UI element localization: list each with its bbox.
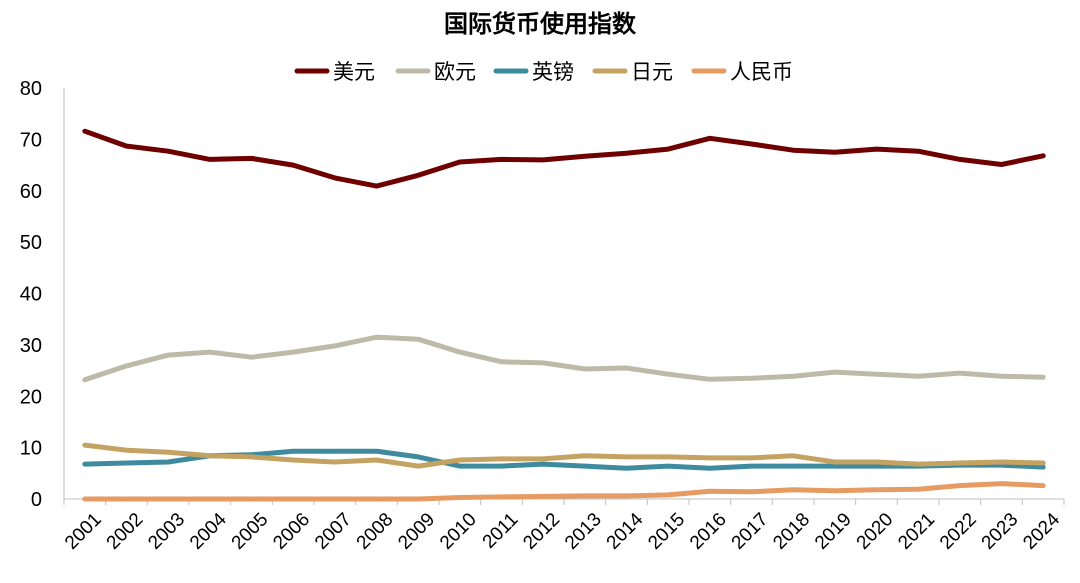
x-tick-label: 2005: [228, 509, 273, 554]
y-tick-label: 30: [20, 335, 42, 357]
x-tick-label: 2011: [479, 509, 523, 553]
x-tick-label: 2019: [811, 509, 856, 554]
x-tick-label: 2012: [519, 509, 564, 554]
x-tick-label: 2018: [769, 509, 814, 554]
y-tick-label: 10: [20, 438, 42, 460]
y-tick-label: 40: [20, 284, 42, 306]
legend-label: 美元: [333, 61, 375, 84]
legend: 美元 欧元 英镑 日元 人民币: [294, 61, 793, 84]
x-tick-label: 2013: [561, 509, 606, 554]
x-tick-label: 2024: [1019, 509, 1064, 554]
y-tick-label: 60: [20, 181, 42, 203]
x-tick-label: 2010: [436, 509, 481, 554]
legend-item: 人民币: [691, 61, 793, 84]
legend-item: 英镑: [493, 61, 574, 84]
chart-title: 国际货币使用指数: [444, 10, 637, 38]
legend-label: 日元: [631, 61, 673, 84]
x-tick-label: 2006: [269, 509, 314, 554]
x-tick-label: 2016: [686, 509, 731, 554]
x-tick-label: 2023: [978, 509, 1023, 554]
x-tick-label: 2003: [144, 509, 189, 554]
legend-item: 美元: [294, 61, 375, 84]
x-tick-label: 2022: [936, 509, 981, 554]
x-tick-label: 2015: [644, 509, 689, 554]
series-line-1: [82, 334, 1046, 383]
legend-label: 英镑: [532, 61, 574, 84]
legend-item: 欧元: [395, 61, 476, 84]
x-tick-label: 2017: [728, 509, 773, 554]
legend-label: 欧元: [434, 61, 476, 84]
y-tick-label: 0: [31, 489, 42, 511]
legend-item: 日元: [592, 61, 673, 84]
y-tick-label: 20: [20, 386, 42, 408]
x-tick-label: 2001: [61, 509, 106, 554]
y-tick-label: 80: [20, 78, 42, 100]
series-line-4: [82, 481, 1046, 502]
y-tick-label: 50: [20, 232, 42, 254]
series-line-0: [82, 128, 1046, 189]
x-tick-label: 2009: [394, 509, 439, 554]
x-tick-label: 2008: [353, 509, 398, 554]
x-tick-label: 2002: [103, 509, 148, 554]
x-tick-label: 2021: [894, 509, 939, 554]
legend-label: 人民币: [730, 61, 793, 84]
x-tick-label: 2004: [186, 509, 231, 554]
x-tick-label: 2007: [311, 509, 356, 554]
series-lines: [82, 128, 1046, 502]
x-tick-label: 2020: [853, 509, 898, 554]
series-line-3: [82, 442, 1046, 469]
y-tick-label: 70: [20, 129, 42, 151]
x-tick-label: 2014: [603, 509, 648, 554]
